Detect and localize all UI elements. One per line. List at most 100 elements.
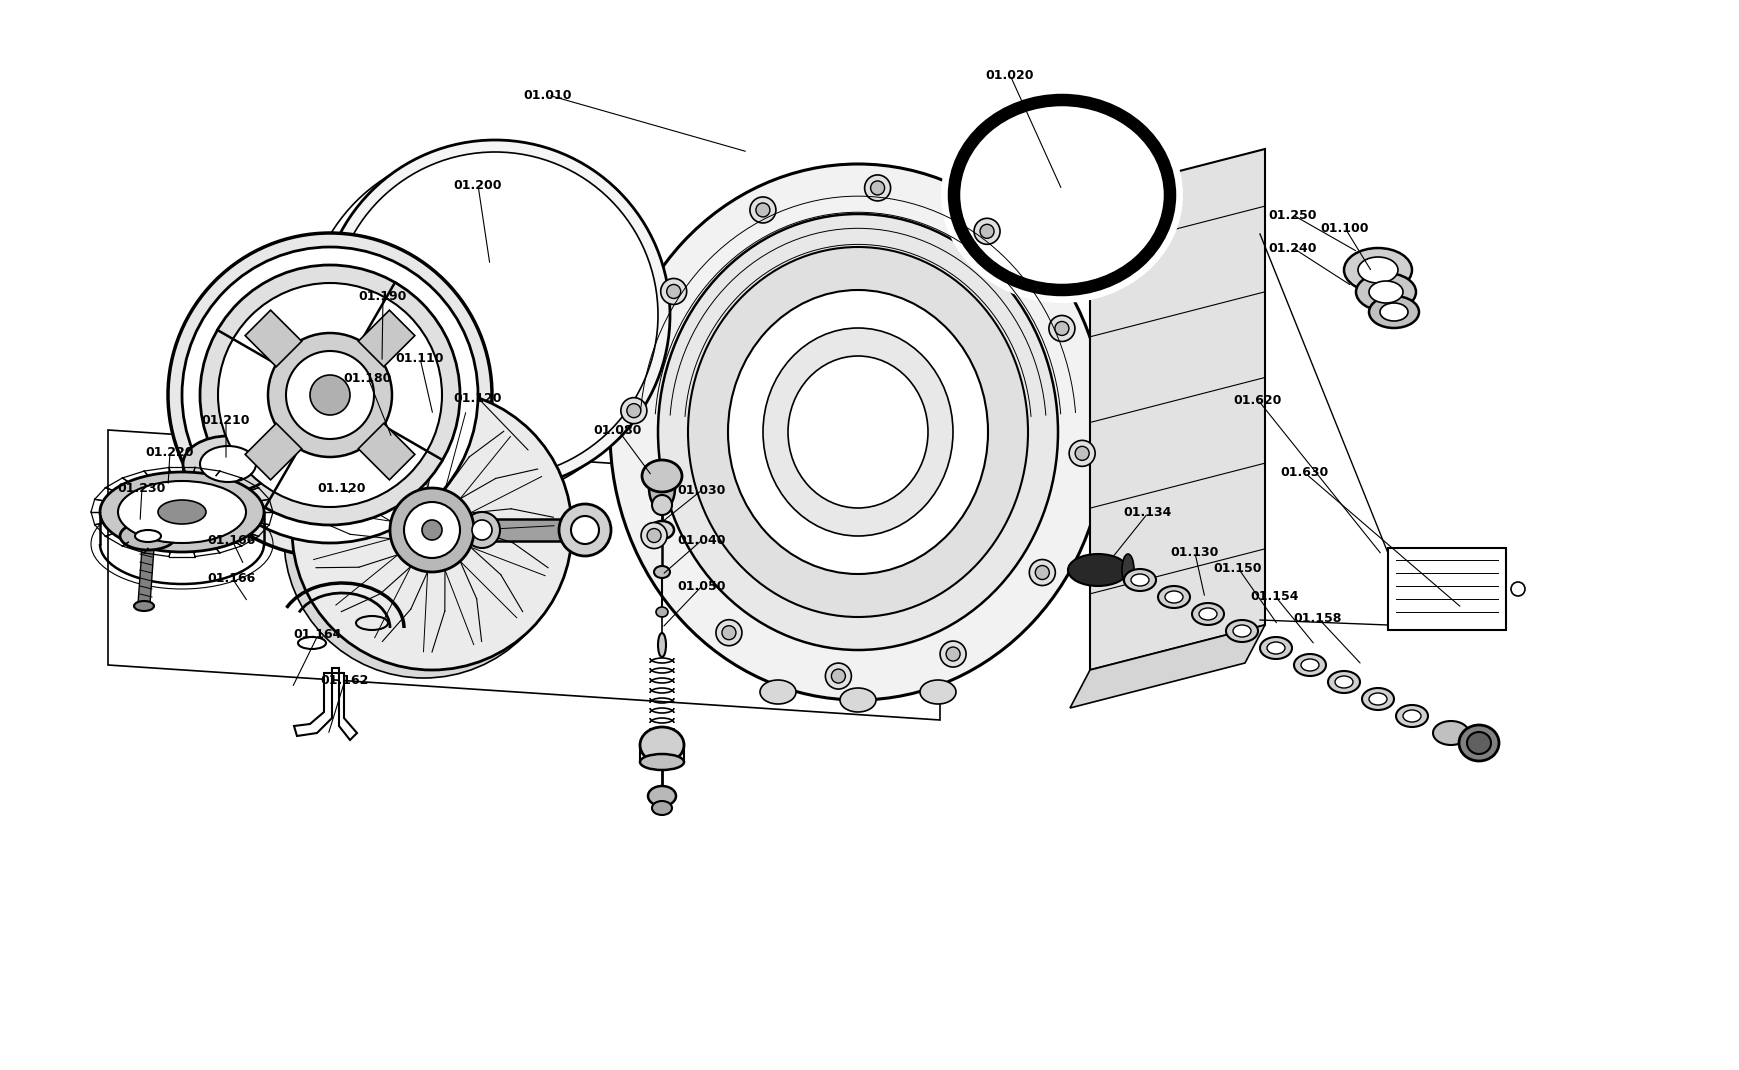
Text: 01.158: 01.158 [1294, 611, 1341, 625]
Text: 01.130: 01.130 [1170, 547, 1219, 560]
Text: 01.250: 01.250 [1268, 209, 1316, 221]
Text: 01.110: 01.110 [395, 352, 443, 365]
Text: 01.010: 01.010 [523, 89, 572, 102]
Circle shape [755, 203, 769, 217]
Ellipse shape [1327, 671, 1360, 693]
Circle shape [626, 403, 640, 417]
Ellipse shape [1369, 296, 1419, 328]
Polygon shape [459, 519, 579, 541]
Polygon shape [1069, 625, 1264, 708]
Ellipse shape [657, 214, 1057, 649]
Ellipse shape [320, 140, 670, 490]
Circle shape [750, 197, 776, 223]
Ellipse shape [183, 435, 273, 492]
Ellipse shape [183, 247, 478, 542]
Ellipse shape [657, 633, 666, 657]
Ellipse shape [640, 754, 683, 770]
Ellipse shape [652, 495, 671, 515]
Text: 01.180: 01.180 [344, 371, 391, 384]
Ellipse shape [120, 522, 176, 550]
Ellipse shape [1123, 569, 1155, 591]
Ellipse shape [1466, 732, 1490, 754]
Ellipse shape [652, 801, 671, 815]
Ellipse shape [423, 520, 442, 540]
Ellipse shape [200, 446, 256, 482]
Ellipse shape [840, 688, 875, 712]
Text: 01.190: 01.190 [358, 290, 407, 303]
Ellipse shape [649, 467, 675, 510]
Text: 01.164: 01.164 [294, 628, 343, 642]
Ellipse shape [1191, 603, 1223, 625]
Ellipse shape [332, 152, 657, 478]
Ellipse shape [647, 786, 676, 806]
Ellipse shape [1369, 281, 1402, 303]
Text: 01.162: 01.162 [320, 673, 369, 687]
Text: 01.040: 01.040 [678, 534, 725, 547]
Ellipse shape [292, 389, 572, 670]
Ellipse shape [1226, 620, 1257, 642]
Ellipse shape [570, 516, 598, 544]
Ellipse shape [1233, 625, 1250, 637]
Ellipse shape [403, 502, 459, 557]
Ellipse shape [1395, 705, 1428, 727]
Ellipse shape [941, 87, 1183, 303]
Ellipse shape [687, 247, 1028, 617]
Ellipse shape [1130, 574, 1148, 586]
Ellipse shape [650, 521, 673, 539]
Text: 01.020: 01.020 [986, 68, 1033, 81]
Ellipse shape [1198, 608, 1216, 620]
Ellipse shape [1402, 710, 1421, 722]
Polygon shape [137, 548, 155, 603]
Ellipse shape [285, 351, 374, 439]
Bar [1388, 548, 1506, 630]
Circle shape [621, 398, 647, 424]
Circle shape [939, 641, 965, 667]
Polygon shape [108, 430, 939, 720]
Ellipse shape [1068, 554, 1127, 586]
Ellipse shape [1122, 554, 1134, 586]
Circle shape [661, 278, 687, 305]
Circle shape [640, 522, 666, 549]
Ellipse shape [169, 233, 492, 557]
Text: 01.210: 01.210 [202, 413, 250, 427]
Text: 01.240: 01.240 [1268, 242, 1316, 255]
Ellipse shape [118, 482, 245, 542]
Ellipse shape [610, 164, 1106, 700]
Ellipse shape [268, 333, 391, 457]
Circle shape [864, 174, 890, 201]
Circle shape [1049, 316, 1075, 341]
Text: 01.150: 01.150 [1214, 562, 1261, 575]
Circle shape [1054, 321, 1068, 336]
Ellipse shape [1362, 688, 1393, 710]
Ellipse shape [464, 513, 499, 548]
Text: 01.120: 01.120 [454, 392, 503, 404]
Circle shape [666, 285, 680, 299]
Text: 01.050: 01.050 [678, 580, 725, 593]
Ellipse shape [967, 112, 1156, 278]
Circle shape [1029, 560, 1054, 585]
Ellipse shape [1165, 591, 1183, 603]
Ellipse shape [1334, 676, 1353, 688]
Ellipse shape [763, 328, 953, 536]
Ellipse shape [656, 607, 668, 617]
Ellipse shape [1355, 273, 1416, 311]
Text: 01.220: 01.220 [146, 445, 195, 459]
Ellipse shape [760, 681, 795, 704]
Circle shape [1035, 566, 1049, 580]
Circle shape [831, 669, 845, 683]
Ellipse shape [1294, 654, 1325, 676]
Text: 01.030: 01.030 [678, 484, 725, 496]
Ellipse shape [1459, 725, 1497, 761]
Ellipse shape [283, 398, 563, 678]
Circle shape [974, 218, 1000, 244]
Circle shape [647, 529, 661, 542]
Ellipse shape [1379, 303, 1407, 321]
Circle shape [870, 181, 883, 195]
Text: 01.620: 01.620 [1233, 394, 1282, 407]
Ellipse shape [727, 290, 988, 574]
Ellipse shape [640, 727, 683, 763]
Ellipse shape [558, 504, 610, 556]
Ellipse shape [788, 356, 927, 508]
Circle shape [824, 663, 850, 689]
Circle shape [979, 225, 993, 239]
